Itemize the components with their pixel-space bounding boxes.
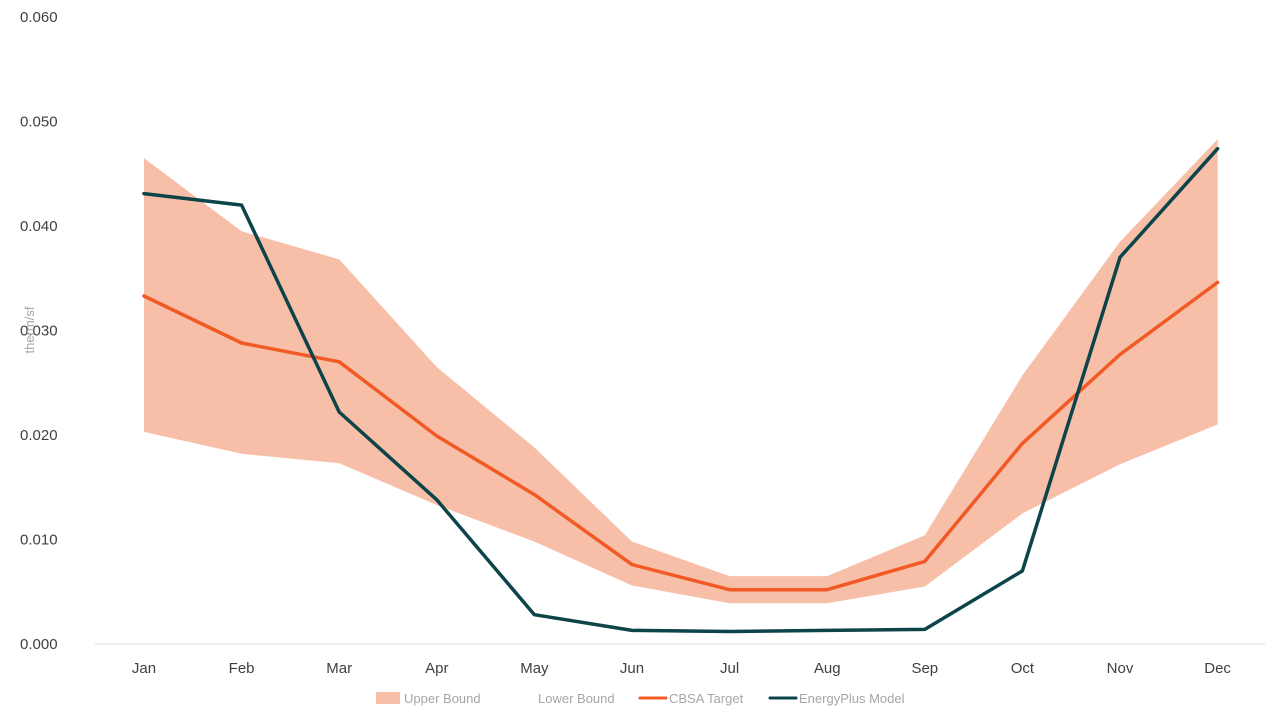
- legend-label: Lower Bound: [538, 691, 615, 706]
- x-tick-label: Jul: [720, 660, 739, 677]
- series-line-cbsa-target: [142, 280, 1220, 592]
- x-tick-label: Jun: [620, 660, 644, 677]
- y-tick-label: 0.040: [20, 218, 58, 235]
- x-tick-label: May: [520, 660, 549, 677]
- y-tick-label: 0.050: [20, 114, 58, 131]
- legend-swatch: [510, 692, 534, 704]
- legend-swatch: [376, 692, 400, 704]
- y-tick-label: 0.030: [20, 323, 58, 340]
- x-tick-label: Mar: [326, 660, 352, 677]
- x-tick-label: Dec: [1204, 660, 1231, 677]
- x-tick-label: Apr: [425, 660, 448, 677]
- y-tick-label: 0.020: [20, 427, 58, 444]
- legend-label: Upper Bound: [404, 691, 481, 706]
- x-tick-label: Jan: [132, 660, 156, 677]
- x-tick-label: Oct: [1011, 660, 1035, 677]
- legend-label: EnergyPlus Model: [799, 691, 905, 706]
- y-tick-label: 0.010: [20, 532, 58, 549]
- y-axis-label: therm/sf: [22, 306, 37, 353]
- x-tick-label: Sep: [911, 660, 938, 677]
- legend-label: CBSA Target: [669, 691, 744, 706]
- x-tick-label: Nov: [1107, 660, 1134, 677]
- x-tick-label: Aug: [814, 660, 841, 677]
- y-tick-label: 0.060: [20, 9, 58, 26]
- bound-band-area: [144, 139, 1218, 604]
- y-tick-label: 0.000: [20, 636, 58, 653]
- x-tick-label: Feb: [229, 660, 255, 677]
- series-line-energyplus-model: [142, 146, 1220, 634]
